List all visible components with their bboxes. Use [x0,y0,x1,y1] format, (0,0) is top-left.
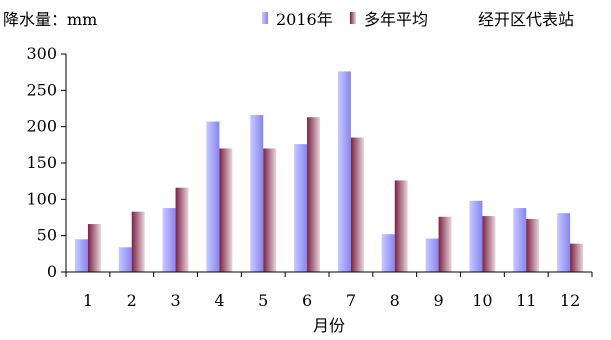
legend-label-average: 多年平均 [364,10,428,29]
bar-2016 [557,213,571,272]
x-tick-label: 5 [258,291,268,310]
x-tick-label: 11 [516,291,536,310]
x-tick-label: 12 [560,291,580,310]
legend: 2016年 多年平均 [262,10,428,29]
bar-2016 [162,208,176,272]
y-axis: 0 50 100 150 200 250 300 [26,44,66,281]
legend-swatch-2016 [262,12,268,24]
legend-swatch-average [350,12,356,24]
bar-2016 [250,115,264,272]
bar-2016 [513,208,527,272]
x-tick-label: 2 [127,291,137,310]
bar-2016 [381,234,395,272]
bar-average [131,211,145,272]
bar-average [307,117,321,272]
x-tick-label: 9 [433,291,443,310]
y-tick-label: 250 [26,80,57,99]
y-tick-label: 200 [26,117,57,136]
bar-2016 [337,71,351,272]
bar-average [394,180,408,272]
bar-2016 [469,200,483,272]
bar-2016 [294,144,308,272]
bar-average [350,137,364,272]
x-tick-label: 1 [83,291,93,310]
bar-2016 [206,121,220,272]
bar-2016 [425,238,439,272]
bar-average [570,243,584,272]
bar-average [438,216,452,272]
y-axis-title: 降水量：mm [3,10,97,29]
bar-average [526,218,540,272]
x-tick-label: 4 [214,291,224,310]
bar-average [482,216,496,272]
station-label: 经开区代表站 [478,10,574,29]
bar-average [219,148,233,272]
y-tick-label: 0 [47,262,57,281]
legend-label-2016: 2016年 [276,10,333,29]
y-tick-label: 100 [26,189,57,208]
bar-average [175,187,189,272]
x-tick-label: 7 [346,291,356,310]
x-tick-label: 6 [302,291,312,310]
bar-2016 [74,239,88,272]
bar-average [87,224,101,272]
x-tick-label: 10 [472,291,492,310]
x-axis: 1 2 3 4 5 6 7 8 9 10 11 12 [65,272,593,310]
bar-average [263,148,277,272]
x-tick-label: 3 [170,291,180,310]
bar-2016 [118,247,132,272]
plot-bars [74,71,584,272]
y-tick-label: 150 [26,153,57,172]
y-tick-label: 300 [26,44,57,63]
x-tick-label: 8 [390,291,400,310]
y-tick-label: 50 [37,226,57,245]
x-axis-title: 月份 [313,316,345,335]
